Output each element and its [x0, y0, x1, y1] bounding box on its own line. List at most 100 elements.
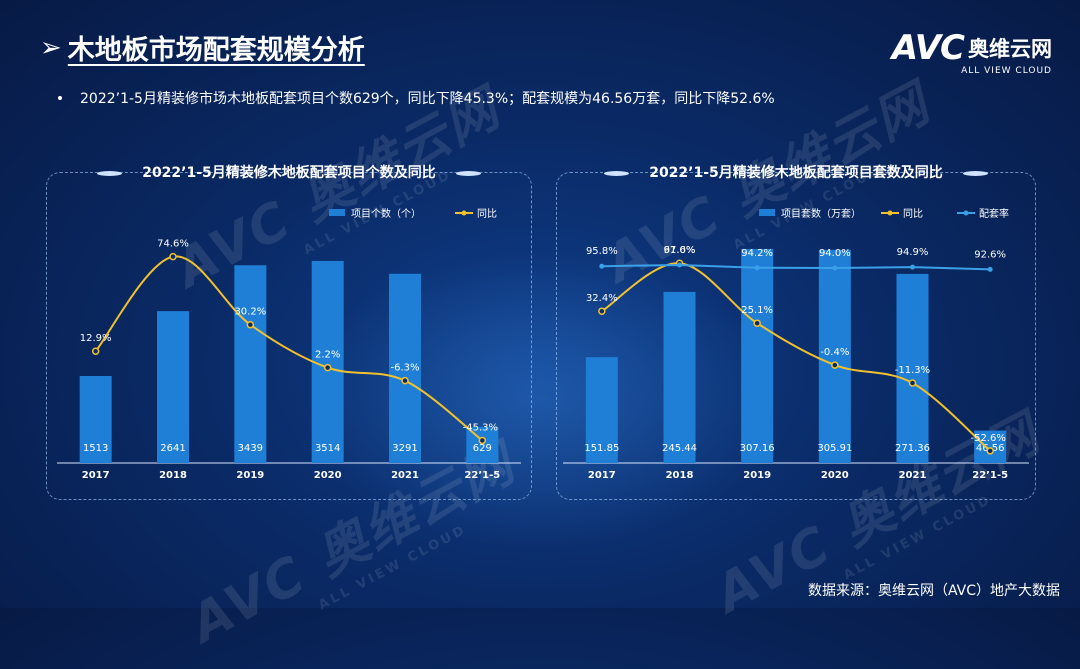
- x-tick-label: 2017: [82, 470, 110, 481]
- bar-value-label: 305.91: [817, 443, 852, 454]
- yoy-label: 61.6%: [664, 245, 696, 256]
- legend-swatch-dot: [963, 210, 969, 216]
- title-dot-icon: [97, 170, 123, 176]
- yoy-label: -0.4%: [820, 347, 849, 358]
- logo-subtext: ALL VIEW CLOUD: [961, 66, 1052, 76]
- legend-label: 同比: [477, 208, 497, 220]
- bar-2020: [818, 249, 851, 463]
- bar-2019: [741, 248, 774, 463]
- chart-project-count: 1513 2641 3439 3514 3291 629 2017 2018 2019 2020 2…: [57, 207, 521, 481]
- rate-point: [910, 264, 915, 270]
- yoy-point: [831, 361, 839, 369]
- bar-value-label: 307.16: [740, 443, 775, 454]
- yoy-label: -45.3%: [463, 422, 498, 433]
- rate-line: [601, 263, 991, 271]
- bar-value-label: 1513: [83, 443, 108, 454]
- x-tick-label: 2021: [391, 470, 419, 481]
- chart-panel-project-count: 2022’1-5月精装修木地板配套项目个数及同比 1513 2641 3439 351…: [46, 165, 532, 500]
- x-tick-label: 2018: [159, 470, 187, 481]
- background-glow: [300, 250, 780, 550]
- bar-value-label: 3291: [392, 443, 417, 454]
- page-title: 木地板市场配套规模分析: [67, 35, 365, 66]
- bar-22’1-5: [466, 426, 499, 463]
- summary-text: 2022’1-5月精装修市场木地板配套项目个数629个，同比下降45.3%；配套…: [80, 91, 775, 107]
- bar-value-label: 3439: [238, 443, 263, 454]
- rate-label: 95.8%: [586, 246, 618, 257]
- rate-label: 94.9%: [897, 247, 929, 258]
- chart-title: 2022’1-5月精装修木地板配套项目个数及同比: [47, 162, 531, 182]
- data-source: 数据来源：奥维云网（AVC）地产大数据: [807, 583, 1060, 599]
- title-dot-icon: [604, 170, 630, 176]
- title-dot-icon: [962, 170, 988, 176]
- yoy-point: [169, 252, 177, 261]
- x-tick-label: 2020: [821, 470, 849, 481]
- logo-text: 奥维云网: [968, 37, 1052, 61]
- rate-label: 97.0%: [664, 245, 696, 256]
- rate-label: 94.2%: [741, 248, 773, 259]
- bar-value-label: 271.36: [895, 443, 930, 454]
- bar-2021: [896, 273, 929, 463]
- x-tick-label: 2020: [314, 470, 342, 481]
- arrow-icon: ➢: [40, 32, 62, 63]
- yoy-point: [246, 320, 255, 329]
- x-tick-label: 22’1-5: [972, 470, 1008, 481]
- rate-point: [754, 265, 760, 271]
- bar-2017: [79, 376, 112, 463]
- yoy-label: 74.6%: [157, 239, 189, 250]
- legend-label: 配套率: [979, 207, 1009, 220]
- bar-value-label: 245.44: [662, 443, 697, 454]
- bar-value-label: 2641: [160, 443, 185, 454]
- rate-point: [832, 265, 838, 271]
- bar-value-label: 629: [473, 443, 492, 454]
- legend-label: 同比: [903, 208, 923, 220]
- chart-panel-unit-count: 2022’1-5月精装修木地板配套项目套数及同比 151.85 245.44 307…: [556, 165, 1036, 500]
- x-tick-label: 2017: [588, 470, 616, 481]
- yoy-label: -52.6%: [970, 433, 1005, 444]
- x-tick-label: 22’1-5: [464, 470, 500, 481]
- yoy-point: [753, 319, 761, 327]
- legend-swatch-bar: [759, 209, 775, 216]
- rate-point: [987, 266, 993, 272]
- yoy-point: [401, 376, 409, 385]
- yoy-point: [91, 347, 100, 355]
- yoy-label: -11.3%: [895, 365, 930, 376]
- bar-value-label: 151.85: [584, 443, 619, 454]
- summary-line: 2022’1-5月精装修市场木地板配套项目个数629个，同比下降45.3%；配套…: [58, 88, 775, 108]
- yoy-point: [478, 436, 487, 445]
- yoy-label: 2.2%: [315, 350, 340, 361]
- rate-point: [677, 262, 682, 268]
- yoy-point: [598, 307, 606, 315]
- yoy-label: -6.3%: [390, 363, 419, 374]
- yoy-point: [986, 447, 994, 455]
- rate-point: [599, 263, 605, 269]
- yoy-point: [908, 379, 917, 387]
- yoy-line: [601, 262, 991, 452]
- bar-2020: [311, 260, 344, 463]
- x-tick-label: 2018: [666, 470, 694, 481]
- chart-unit-count: 151.85245.44307.16305.91271.3646.5620172…: [563, 207, 1029, 481]
- bar-22’1-5: [974, 430, 1007, 463]
- legend-swatch-dot: [887, 210, 893, 216]
- rate-label: 92.6%: [974, 249, 1006, 260]
- legend-label: 项目个数（个）: [351, 207, 421, 220]
- title-dot-icon: [455, 170, 481, 176]
- legend-swatch-dot: [461, 210, 467, 216]
- legend-label: 项目套数（万套）: [781, 207, 861, 220]
- rate-label: 94.0%: [819, 248, 851, 259]
- yoy-label: 32.4%: [586, 293, 618, 304]
- yoy-line: [94, 255, 483, 442]
- brand-logo: AVC 奥维云网 ALL VIEW CLOUD: [892, 28, 1052, 76]
- logo-mark: AVC: [891, 28, 965, 68]
- yoy-label: 30.2%: [234, 307, 266, 318]
- yoy-point: [323, 363, 332, 372]
- x-tick-label: 2019: [236, 470, 264, 481]
- yoy-label: 12.9%: [80, 333, 112, 344]
- legend-swatch-bar: [329, 209, 345, 216]
- page-header: ➢ 木地板市场配套规模分析: [40, 28, 365, 67]
- bar-2019: [234, 265, 267, 463]
- bar-2018: [157, 311, 189, 463]
- bar-value-label: 3514: [315, 443, 340, 454]
- chart-title: 2022’1-5月精装修木地板配套项目套数及同比: [557, 162, 1035, 182]
- x-tick-label: 2021: [899, 470, 927, 481]
- bullet-icon: [58, 96, 62, 100]
